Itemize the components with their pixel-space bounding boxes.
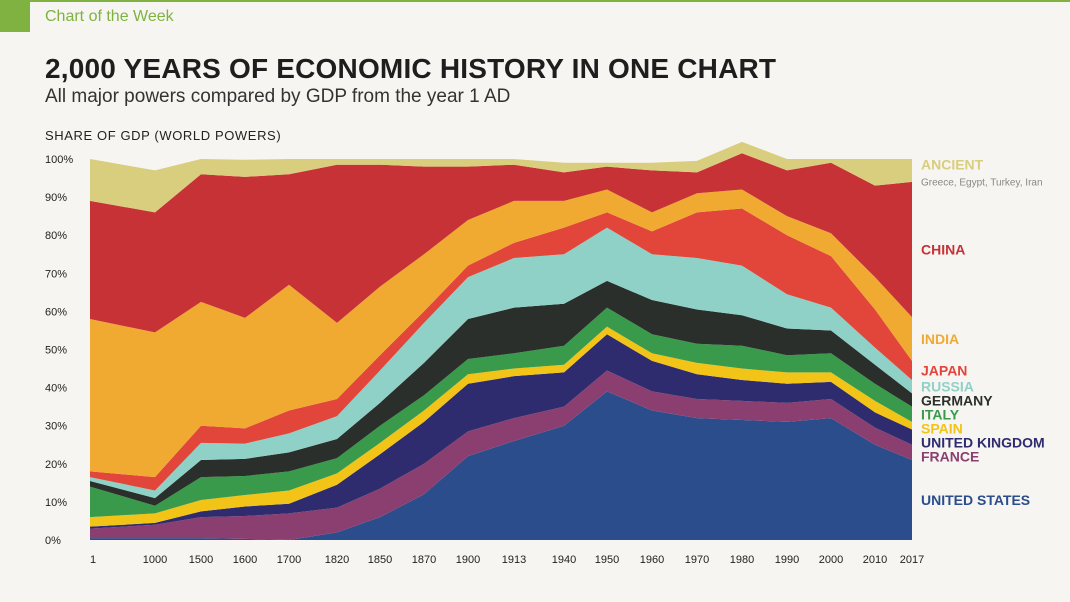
area-united-states: [90, 391, 912, 540]
x-tick-label: 2017: [900, 554, 924, 566]
legend-united-states: UNITED STATES: [921, 492, 1030, 508]
y-tick-label: 0%: [45, 535, 61, 547]
area-germany: [90, 280, 912, 506]
top-accent-line: [0, 0, 1070, 2]
area-russia: [90, 227, 912, 499]
y-axis-ticks: 0% 10% 20% 30% 40% 50% 60% 70% 80% 90% 100%: [45, 154, 73, 547]
series-legend: ANCIENT Greece, Egypt, Turkey, Iran CHINA I…: [921, 156, 1045, 508]
legend-spain: SPAIN: [921, 421, 963, 437]
area-india: [90, 189, 912, 478]
chart-title: 2,000 YEARS OF ECONOMIC HISTORY IN ONE C…: [45, 53, 777, 84]
x-tick-label: 2000: [819, 554, 843, 566]
y-tick-label: 60%: [45, 306, 67, 318]
area-france: [90, 370, 912, 540]
x-tick-label: 1940: [552, 554, 576, 566]
x-tick-label: 1970: [685, 554, 709, 566]
series-areas: [90, 141, 912, 540]
x-tick-label: 1500: [189, 554, 213, 566]
y-tick-label: 40%: [45, 383, 67, 395]
x-tick-label: 1: [90, 554, 96, 566]
legend-india: INDIA: [921, 331, 959, 347]
x-tick-label: 1600: [233, 554, 257, 566]
legend-china: CHINA: [921, 241, 965, 257]
area-united-kingdom: [90, 334, 912, 529]
legend-france: FRANCE: [921, 449, 979, 465]
x-tick-label: 1700: [277, 554, 301, 566]
x-tick-label: 1960: [640, 554, 664, 566]
area-china: [90, 153, 912, 333]
y-tick-label: 10%: [45, 497, 67, 509]
legend-ancient: ANCIENT: [921, 156, 984, 172]
x-tick-label: 1850: [368, 554, 392, 566]
y-tick-label: 100%: [45, 154, 73, 166]
legend-note: Greece, Egypt, Turkey, Iran: [921, 177, 1043, 188]
x-tick-label: 1990: [775, 554, 799, 566]
chart-subtitle: All major powers compared by GDP from th…: [45, 86, 511, 107]
legend-united-kingdom: UNITED KINGDOM: [921, 435, 1045, 451]
kicker-square-icon: [0, 2, 30, 32]
chart-kicker: Chart of the Week: [45, 8, 174, 25]
x-tick-label: 1000: [143, 554, 167, 566]
legend-germany: GERMANY: [921, 393, 993, 409]
x-tick-label: 1870: [412, 554, 436, 566]
x-tick-label: 2010: [863, 554, 887, 566]
y-tick-label: 80%: [45, 230, 67, 242]
x-axis-ticks: 1 1000 1500 1600 1700 1820 1850 1870 1900 1913 194…: [90, 554, 924, 566]
x-tick-label: 1820: [325, 554, 349, 566]
legend-italy: ITALY: [921, 407, 960, 423]
y-tick-label: 70%: [45, 268, 67, 280]
x-tick-label: 1900: [456, 554, 480, 566]
y-tick-label: 30%: [45, 421, 67, 433]
legend-japan: JAPAN: [921, 362, 967, 378]
x-tick-label: 1913: [502, 554, 526, 566]
y-tick-label: 50%: [45, 345, 67, 357]
area-japan: [90, 208, 912, 491]
y-tick-label: 20%: [45, 459, 67, 471]
x-tick-label: 1980: [730, 554, 754, 566]
area-ancient: [90, 141, 912, 213]
y-tick-label: 90%: [45, 192, 67, 204]
x-tick-label: 1950: [595, 554, 619, 566]
legend-russia: RUSSIA: [921, 379, 974, 395]
area-italy: [90, 307, 912, 518]
y-axis-label: SHARE OF GDP (WORLD POWERS): [45, 128, 282, 143]
